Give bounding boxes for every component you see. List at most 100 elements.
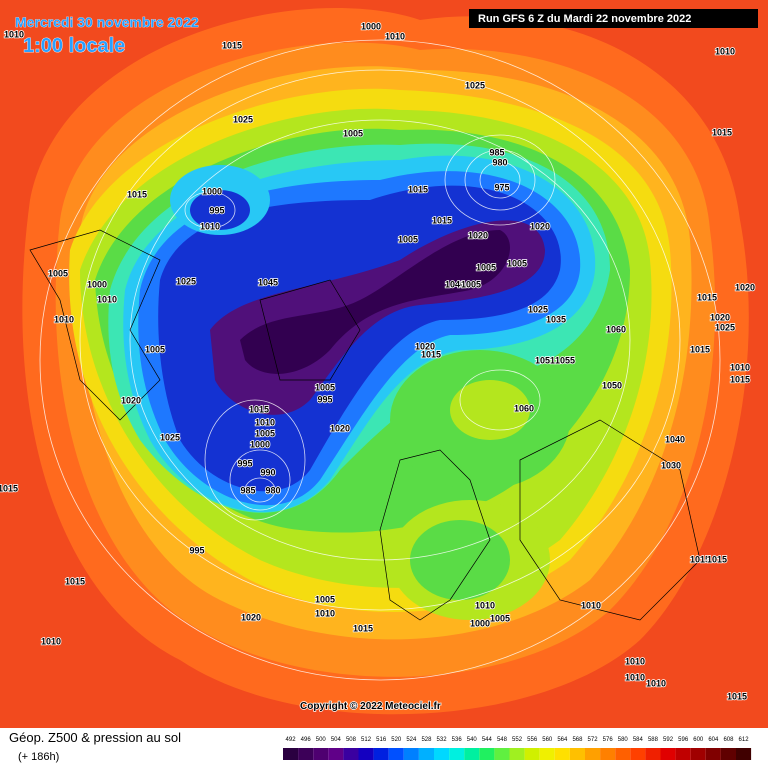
scale-cell (494, 748, 510, 760)
pressure-label: 1015 (690, 344, 710, 354)
scale-label: 504 (331, 737, 342, 743)
scale-cell (554, 748, 570, 760)
scale-label: 568 (572, 737, 583, 743)
scale-cell (539, 748, 555, 760)
pressure-label: 995 (237, 458, 252, 468)
pressure-label: 1020 (530, 221, 550, 231)
pressure-label: 1050 (602, 380, 622, 390)
scale-cell (705, 748, 721, 760)
scale-label: 556 (527, 737, 538, 743)
height-field (22, 8, 749, 715)
scale-label: 512 (361, 737, 372, 743)
pressure-label: 1025 (715, 322, 735, 332)
scale-label: 580 (618, 737, 629, 743)
scale-label: 584 (633, 737, 644, 743)
scale-cell (660, 748, 676, 760)
pressure-label: 995 (209, 205, 224, 215)
footer-title: Géop. Z500 & pression au sol (9, 730, 181, 745)
pressure-label: 1010 (41, 636, 61, 646)
pressure-label: 1025 (160, 432, 180, 442)
pressure-label: 1030 (661, 460, 681, 470)
pressure-labels: 1010 1015 1000 1010 1025 1005 1025 1010 1015 1015… (0, 21, 756, 703)
pressure-label: 1010 (715, 46, 735, 56)
pressure-label: 1010 (200, 221, 220, 231)
pressure-label: 1005 (343, 128, 363, 138)
pressure-label: 1025 (465, 80, 485, 90)
pressure-label: 1005 (315, 382, 335, 392)
scale-label: 576 (603, 737, 614, 743)
pressure-label: 1005 (145, 344, 165, 354)
pressure-label: 1035 (546, 314, 566, 324)
run-info: Run GFS 6 Z du Mardi 22 novembre 2022 (478, 13, 691, 25)
scale-cell (509, 748, 525, 760)
pressure-label: 1000 (361, 21, 381, 31)
pressure-label: 1005 (476, 262, 496, 272)
pressure-label: 1010 (97, 294, 117, 304)
pressure-label: 1015 (222, 40, 242, 50)
pressure-label: 1020 (468, 230, 488, 240)
pressure-label: 1015 (249, 404, 269, 414)
pressure-label: 995 (317, 394, 332, 404)
pressure-label: 1015 (421, 349, 441, 359)
pressure-label: 1015 (712, 127, 732, 137)
scale-label: 540 (467, 737, 478, 743)
pressure-label: 1000 (202, 186, 222, 196)
scale-cell (479, 748, 495, 760)
pressure-label: 1051 (535, 355, 555, 365)
scale-cell (675, 748, 691, 760)
scale-cell (313, 748, 329, 760)
pressure-label: 1000 (250, 439, 270, 449)
scale-label: 592 (663, 737, 674, 743)
pressure-label: 1020 (330, 423, 350, 433)
scale-label: 596 (678, 737, 689, 743)
pressure-label: 1015 (707, 554, 727, 564)
pressure-label: 1015 (353, 623, 373, 633)
pressure-label: 1005 (490, 613, 510, 623)
pressure-label: 1010 (4, 29, 24, 39)
pressure-label: 1015 (730, 374, 750, 384)
pressure-label: 1010 (54, 314, 74, 324)
pressure-label: 975 (494, 182, 509, 192)
pressure-label: 1060 (514, 403, 534, 413)
scale-cell (645, 748, 661, 760)
pressure-label: 1020 (710, 312, 730, 322)
pressure-label: 1040 (665, 434, 685, 444)
footer-lead: (+ 186h) (18, 751, 59, 763)
pressure-label: 1010 (315, 608, 335, 618)
footer: Géop. Z500 & pression au sol (+ 186h) 49… (9, 730, 752, 763)
scale-label: 524 (406, 737, 417, 743)
pressure-label: 990 (260, 467, 275, 477)
pressure-label: 1025 (176, 276, 196, 286)
pressure-label: 1005 (255, 428, 275, 438)
pressure-label: 1060 (606, 324, 626, 334)
pressure-label: 1005 (315, 594, 335, 604)
pressure-label: 1055 (555, 355, 575, 365)
scale-cell (343, 748, 359, 760)
pressure-label: 1015 (727, 691, 747, 701)
scale-label: 544 (482, 737, 493, 743)
scale-label: 520 (391, 737, 402, 743)
color-scale: 492 496 500 504 508 512 516 520 524 528 532 536 540 5… (283, 737, 752, 760)
pressure-label: 1010 (475, 600, 495, 610)
pressure-label: 1015 (65, 576, 85, 586)
scale-label: 612 (739, 737, 750, 743)
scale-cell (328, 748, 344, 760)
forecast-time: 1:00 locale (23, 35, 125, 57)
scale-label: 500 (316, 737, 327, 743)
pressure-label: 1020 (415, 341, 435, 351)
scale-cell (569, 748, 585, 760)
scale-cell (434, 748, 450, 760)
scale-cell (449, 748, 465, 760)
scale-cell (373, 748, 389, 760)
pressure-label: 1010 (255, 417, 275, 427)
pressure-label: 980 (265, 485, 280, 495)
pressure-label: 1015 (127, 189, 147, 199)
scale-cell (720, 748, 736, 760)
scale-cell (630, 748, 646, 760)
scale-label: 532 (437, 737, 448, 743)
forecast-date: Mercredi 30 novembre 2022 (15, 14, 199, 30)
pressure-label: 995 (189, 545, 204, 555)
scale-label: 528 (421, 737, 432, 743)
scale-cell (298, 748, 314, 760)
